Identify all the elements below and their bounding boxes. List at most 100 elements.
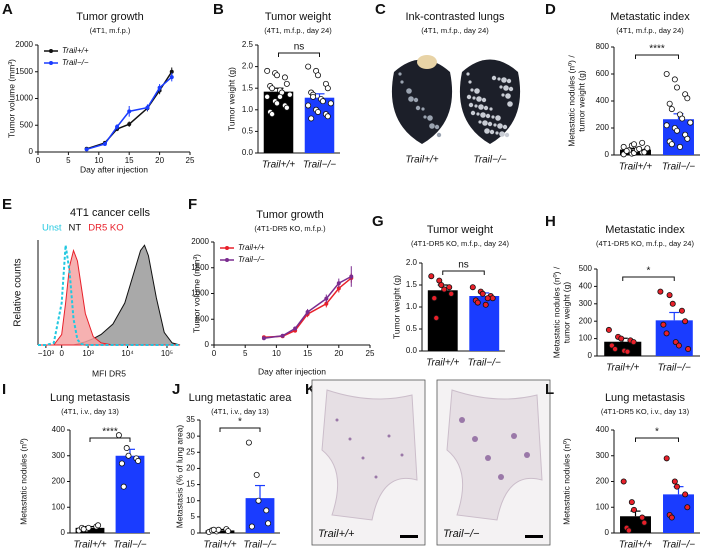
data-point bbox=[269, 111, 276, 118]
point bbox=[261, 336, 266, 341]
panel-letter: D bbox=[545, 1, 556, 18]
y-tick-label: 1000 bbox=[15, 94, 33, 103]
y-tick-label: 600 bbox=[596, 69, 610, 78]
data-point bbox=[135, 457, 142, 464]
y-tick-label: 500 bbox=[20, 120, 34, 129]
series-line bbox=[263, 275, 352, 340]
nodule bbox=[480, 112, 486, 118]
x-axis-label: Day after injection bbox=[80, 164, 148, 174]
legend-label: NT bbox=[69, 223, 82, 234]
legend-marker bbox=[225, 246, 229, 250]
data-point bbox=[668, 106, 675, 113]
chart-title: Tumor weight bbox=[427, 224, 493, 236]
lesion bbox=[348, 437, 352, 441]
data-point bbox=[631, 141, 638, 148]
legend-label: Trail+/+ bbox=[62, 46, 89, 55]
x-tick-label: Trail−/− bbox=[468, 358, 501, 369]
point bbox=[127, 109, 132, 114]
y-tick-label: 1500 bbox=[191, 263, 209, 272]
x-tick-label: 10 bbox=[94, 156, 103, 165]
data-point bbox=[682, 318, 689, 325]
histogram-curve bbox=[38, 244, 181, 346]
panel-letter: H bbox=[545, 213, 556, 230]
data-point bbox=[612, 346, 619, 353]
nodule bbox=[398, 72, 402, 76]
nodule bbox=[408, 96, 414, 102]
data-point bbox=[660, 321, 667, 328]
data-point bbox=[283, 80, 290, 87]
significance-bracket bbox=[89, 437, 131, 442]
x-tick-label: Trail+/+ bbox=[426, 358, 459, 369]
nodule bbox=[423, 115, 427, 119]
y-tick-label: 0 bbox=[588, 351, 593, 360]
panel-letter: A bbox=[2, 1, 13, 18]
significance-label: **** bbox=[649, 44, 665, 55]
y-tick-label: 200 bbox=[579, 316, 593, 325]
y-tick-label: 2.5 bbox=[242, 40, 254, 49]
nodule bbox=[491, 115, 495, 119]
y-tick-label: 300 bbox=[596, 451, 610, 460]
x-axis-label: Day after injection bbox=[258, 366, 326, 376]
y-tick-label: 2000 bbox=[15, 40, 33, 49]
data-point bbox=[663, 330, 670, 337]
nodule bbox=[481, 97, 487, 103]
y-axis-label: Tumor weight (g) bbox=[391, 275, 401, 339]
panel-letter: J bbox=[172, 381, 180, 398]
nodule bbox=[504, 132, 510, 138]
image-label: Trail+/+ bbox=[405, 155, 438, 166]
chart-title: Tumor growth bbox=[256, 209, 323, 221]
legend-marker bbox=[49, 49, 53, 53]
nodule bbox=[501, 77, 507, 83]
nodule bbox=[493, 123, 497, 127]
data-point bbox=[674, 84, 681, 91]
nodule bbox=[501, 93, 505, 97]
chart-title: Lung metastatic area bbox=[189, 392, 293, 404]
data-point bbox=[663, 455, 670, 462]
chart-title: Tumor weight bbox=[265, 11, 331, 23]
panel-letter: F bbox=[188, 196, 197, 213]
nodule bbox=[466, 94, 472, 100]
significance-label: **** bbox=[102, 427, 118, 438]
data-point bbox=[666, 292, 673, 299]
nodule bbox=[427, 115, 433, 121]
data-point bbox=[310, 93, 317, 100]
y-tick-label: 15 bbox=[186, 480, 195, 489]
chart-subtitle: (4T1, m.f.p., day 24) bbox=[264, 26, 332, 35]
image-label: Trail−/− bbox=[443, 528, 480, 540]
data-point bbox=[631, 506, 638, 513]
nodule bbox=[400, 80, 404, 84]
nodule bbox=[487, 121, 493, 127]
chart-title: Ink-contrasted lungs bbox=[405, 11, 505, 23]
chart-subtitle: (4T1, i.v., day 13) bbox=[211, 407, 269, 416]
panel-letter: G bbox=[372, 213, 384, 230]
nodule bbox=[483, 105, 489, 111]
tissue bbox=[321, 389, 418, 521]
y-axis-label: Metastasis (% of lung area) bbox=[174, 425, 184, 529]
data-point bbox=[620, 143, 627, 150]
point bbox=[145, 105, 150, 110]
nodule bbox=[485, 113, 491, 119]
y-tick-label: 0 bbox=[605, 528, 610, 537]
x-axis-label: MFI DR5 bbox=[92, 368, 126, 378]
data-point bbox=[657, 288, 664, 295]
x-tick-label: Trail+/+ bbox=[73, 540, 106, 550]
y-tick-label: 1500 bbox=[15, 67, 33, 76]
significance-label: * bbox=[647, 266, 651, 277]
lesion bbox=[498, 474, 504, 480]
legend-label: Trail−/− bbox=[238, 255, 265, 264]
y-tick-label: 300 bbox=[579, 299, 593, 308]
data-point bbox=[663, 122, 670, 129]
scale-bar bbox=[400, 535, 418, 538]
chart-title: Lung metastasis bbox=[605, 392, 686, 404]
bar bbox=[115, 455, 145, 533]
y-tick-label: 0.5 bbox=[242, 127, 254, 136]
point bbox=[336, 286, 341, 291]
data-point bbox=[671, 76, 678, 83]
data-point bbox=[438, 281, 445, 288]
nodule bbox=[499, 85, 503, 89]
x-tick-label: 10 bbox=[272, 349, 281, 358]
data-point bbox=[469, 284, 476, 291]
y-axis-label: Metastatic nodules (nº) bbox=[561, 438, 571, 525]
data-point bbox=[618, 335, 625, 342]
nodule bbox=[505, 93, 511, 99]
